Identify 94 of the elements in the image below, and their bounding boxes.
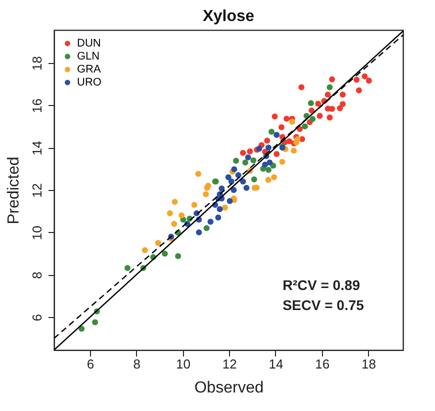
x-tick-label: 12 — [222, 356, 237, 372]
x-axis-title: Observed — [194, 380, 264, 396]
point — [298, 84, 304, 90]
point — [289, 118, 296, 125]
point — [226, 198, 233, 204]
y-tick-label: 6 — [30, 314, 44, 322]
legend-label: GRA — [77, 64, 102, 76]
y-tick-label: 10 — [30, 226, 44, 240]
point — [204, 225, 210, 232]
point — [293, 139, 300, 146]
point — [278, 124, 284, 130]
point — [166, 210, 173, 216]
point — [142, 247, 148, 254]
point — [233, 158, 240, 164]
x-tick-label: 18 — [361, 356, 376, 372]
point — [274, 132, 280, 138]
point — [222, 204, 228, 211]
point — [155, 240, 162, 246]
point — [310, 116, 316, 122]
point — [356, 87, 362, 94]
point — [231, 166, 238, 172]
x-tick-label: 8 — [133, 356, 140, 372]
y-tick-label: 18 — [30, 56, 44, 71]
point — [324, 92, 331, 98]
point — [279, 158, 286, 165]
point — [324, 106, 331, 112]
x-tick-label: 6 — [86, 356, 94, 372]
point — [272, 113, 278, 120]
point — [271, 174, 278, 180]
point — [162, 250, 168, 257]
point — [354, 76, 360, 83]
point — [191, 202, 198, 208]
point — [336, 105, 343, 112]
point — [329, 76, 336, 82]
point — [195, 170, 202, 177]
x-tick-label: 14 — [268, 356, 284, 372]
point — [228, 178, 234, 185]
point — [216, 206, 223, 212]
point — [308, 100, 314, 106]
point — [265, 176, 272, 183]
point — [290, 148, 297, 154]
point — [316, 112, 323, 119]
point — [218, 186, 225, 192]
point — [302, 123, 308, 130]
point — [92, 319, 98, 326]
point — [124, 264, 131, 271]
point — [172, 198, 178, 205]
y-tick-label: 14 — [30, 140, 44, 156]
point — [240, 150, 246, 156]
point — [262, 162, 268, 168]
point — [366, 78, 372, 84]
point — [240, 178, 246, 185]
x-tick-label: 16 — [315, 356, 330, 372]
point — [208, 218, 214, 225]
legend-label: DUN — [77, 38, 101, 50]
point — [250, 157, 256, 164]
point — [266, 144, 272, 151]
point — [266, 166, 272, 173]
point — [215, 214, 222, 221]
point — [284, 116, 290, 122]
legend-label: URO — [77, 76, 102, 88]
y-tick-label: 8 — [30, 272, 44, 279]
y-axis-title: Predicted — [6, 156, 22, 224]
point — [251, 176, 258, 182]
point — [362, 73, 368, 80]
point — [326, 84, 333, 90]
point — [340, 92, 346, 98]
point — [230, 187, 237, 193]
point — [315, 100, 322, 107]
y-tick-label: 16 — [30, 98, 44, 113]
point — [266, 159, 273, 166]
point — [196, 229, 202, 236]
y-tick-label: 12 — [30, 183, 44, 198]
point — [171, 220, 178, 227]
point — [264, 138, 270, 144]
x-tick-label: 10 — [176, 356, 190, 372]
point — [225, 174, 232, 180]
point — [243, 184, 250, 191]
point — [326, 114, 333, 121]
annotation: SECV = 0.75 — [282, 297, 364, 313]
point — [242, 159, 248, 166]
point — [274, 150, 280, 157]
point — [268, 128, 275, 135]
point — [202, 191, 209, 198]
point — [235, 172, 242, 178]
point — [246, 148, 253, 154]
point — [178, 212, 185, 218]
chart-title: Xylose — [202, 8, 254, 25]
point — [308, 108, 315, 114]
legend-label: GLN — [77, 50, 100, 62]
point — [175, 253, 182, 260]
point — [256, 146, 262, 152]
point — [245, 154, 252, 160]
annotation: R²CV = 0.89 — [282, 277, 360, 293]
